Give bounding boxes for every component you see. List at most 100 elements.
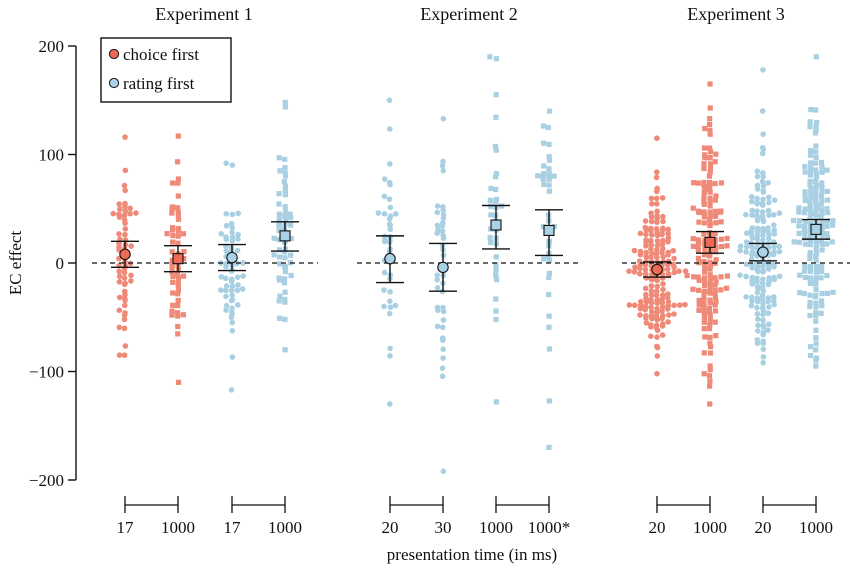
data-point [387,213,394,219]
x-bracket [762,496,817,506]
data-point [228,387,235,393]
data-point [654,185,660,192]
data-point [760,322,767,329]
data-point [541,171,547,177]
data-point [776,210,783,216]
data-point [759,292,766,299]
data-point [807,241,813,248]
data-point [223,283,230,289]
data-point [223,307,229,313]
data-point [807,170,814,176]
data-point [660,213,666,220]
data-point [759,263,766,270]
data-point [776,248,783,255]
data-point [677,302,683,308]
data-point [169,260,175,266]
data-point [180,312,186,318]
data-point [701,165,707,172]
data-point [493,277,500,283]
data-point [434,284,441,291]
data-point [643,320,650,326]
data-point [702,125,708,132]
data-point [665,230,671,237]
data-point [546,141,552,148]
data-point [282,104,289,110]
data-point [796,230,802,236]
data-point [771,197,778,203]
data-point [813,143,819,149]
data-point [229,229,235,236]
data-point [759,170,766,176]
data-point [766,212,772,219]
data-point [660,237,666,244]
data-point [493,316,499,323]
data-point [748,302,755,309]
data-point [713,151,719,157]
data-point [743,249,749,255]
data-point [276,201,282,207]
data-point [718,274,724,280]
data-point [754,208,760,214]
data-point [796,209,802,215]
data-point [706,186,713,193]
data-point [707,203,713,209]
data-point [648,242,655,248]
x-tick-label: 17 [117,518,135,537]
data-point [770,211,777,218]
data-point [659,308,665,314]
data-point [824,188,830,195]
x-tick-label: 30 [435,518,452,537]
data-point [546,182,552,188]
data-point [819,220,825,226]
data-point [701,220,708,226]
legend-box [100,37,232,103]
data-point [493,271,499,277]
data-point [164,231,170,237]
data-point [754,311,761,317]
data-point [819,169,825,175]
data-point [701,145,708,151]
y-tick-label: 100 [39,146,65,165]
data-point [819,247,825,253]
data-point [824,273,830,279]
data-point [813,149,819,155]
data-point [765,194,772,201]
data-point [127,205,134,212]
data-point [175,297,181,304]
data-point [386,401,393,407]
data-point [387,204,394,211]
data-point [702,265,708,271]
x-tick-label: 1000 [479,518,513,537]
data-point [701,231,707,237]
data-point [121,352,128,359]
data-point [234,247,241,254]
data-point [493,114,499,120]
data-point [707,213,713,219]
data-point [277,261,283,267]
data-point [808,152,814,158]
data-point [116,231,122,237]
data-point [801,224,807,230]
data-point [771,244,777,250]
data-point [169,204,176,210]
data-point [665,271,672,277]
data-point [702,152,708,158]
data-point [754,182,761,189]
data-point [707,154,713,160]
data-point [701,279,708,285]
data-point [169,257,175,264]
data-point [707,321,713,328]
data-point [813,270,820,276]
data-point [387,289,393,295]
data-point [551,173,557,179]
data-point [812,130,819,136]
data-point [754,232,761,239]
data-point [707,116,713,122]
data-point [701,326,707,332]
data-point [696,219,702,225]
data-point [818,275,824,281]
data-point [654,135,660,142]
data-point [712,308,719,314]
data-point [807,280,814,287]
data-point [229,309,235,316]
